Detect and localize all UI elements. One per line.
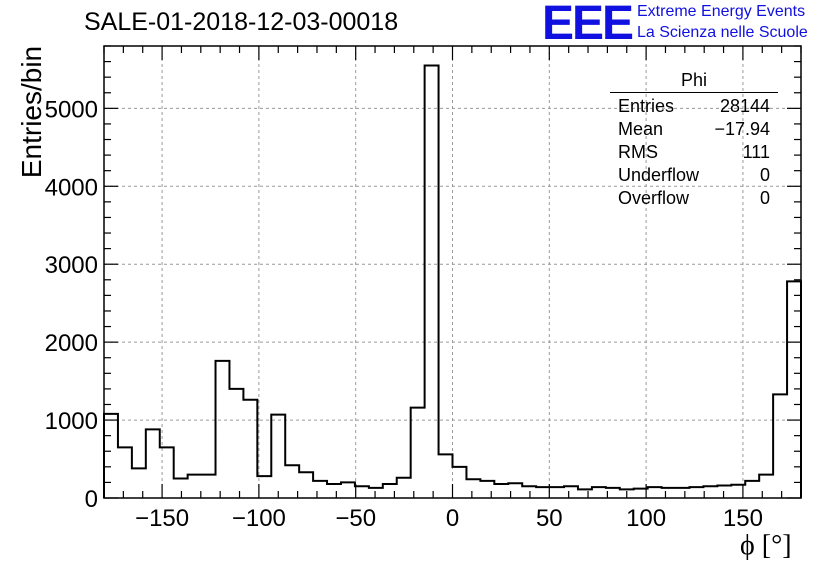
stats-value: 111 [742, 142, 770, 162]
y-tick-label: 1000 [45, 408, 98, 435]
brand-line-2: La Scienza nelle Scuole [637, 24, 808, 41]
histogram-bin [299, 472, 313, 498]
stats-label: RMS [618, 142, 658, 162]
y-tick-label: 3000 [45, 252, 98, 279]
stats-row-rms: RMS 111 [610, 141, 778, 164]
stats-value: 28144 [719, 96, 770, 116]
x-tick-label: 150 [723, 505, 763, 532]
stats-label: Entries [618, 96, 675, 116]
stats-row-overflow: Overflow 0 [610, 187, 778, 210]
stats-row-underflow: Underflow 0 [610, 164, 778, 187]
stats-value: −17.94 [714, 119, 770, 139]
histogram-bin [592, 487, 606, 498]
histogram-bin [271, 415, 285, 498]
histogram-bin [564, 486, 578, 498]
histogram-outline [103, 64, 802, 498]
histogram-bin [313, 481, 327, 498]
histogram-bin [397, 478, 411, 498]
histogram-bin [550, 487, 564, 498]
histogram-bin [676, 488, 690, 498]
histogram-bin [648, 487, 662, 498]
x-tick-label: 100 [626, 505, 666, 532]
histogram-bin [745, 481, 759, 498]
stats-box: Phi Entries 28144 Mean −17.94 RMS 111 Un… [610, 70, 778, 210]
histogram-bin [522, 486, 536, 498]
x-tick-label: −100 [232, 505, 286, 532]
stats-value: 0 [759, 188, 770, 208]
histogram-bin [341, 482, 355, 498]
y-axis-label: Entries/bin [16, 45, 47, 179]
stats-label: Mean [618, 119, 664, 139]
x-tick-label: −50 [335, 505, 376, 532]
histogram-bin [494, 484, 508, 498]
histogram-bin [662, 488, 676, 498]
histogram-bin [174, 479, 188, 498]
stats-title: Phi [610, 70, 778, 93]
stats-row-entries: Entries 28144 [610, 95, 778, 118]
histogram-bin [578, 489, 592, 498]
x-tick-label: −150 [135, 505, 189, 532]
histogram-bin [689, 487, 703, 498]
x-axis-label: ϕ [°] [740, 530, 792, 561]
histogram-bin [229, 389, 243, 498]
x-tick-label: 50 [536, 505, 563, 532]
stats-label: Overflow [618, 188, 690, 208]
y-tick-label: 4000 [45, 174, 98, 201]
x-tick-label: 0 [446, 505, 459, 532]
histogram-bin [369, 488, 383, 498]
histogram-bin [243, 400, 257, 498]
y-tick-label: 5000 [45, 96, 98, 123]
histogram-bin [188, 475, 202, 498]
histogram-bin [717, 486, 731, 498]
stats-value: 0 [759, 165, 770, 185]
histogram-bin [327, 484, 341, 498]
histogram-bin [425, 65, 439, 498]
histogram-bin [759, 475, 773, 498]
histogram-bin [355, 486, 369, 498]
y-tick-label: 2000 [45, 330, 98, 357]
histogram-bin [480, 481, 494, 498]
brand-line-1: Extreme Energy Events [637, 3, 806, 20]
histogram-bin [703, 486, 717, 498]
histogram-bin [118, 447, 132, 498]
histogram-bin [411, 408, 425, 498]
chart-title: SALE-01-2018-12-03-00018 [84, 8, 399, 36]
eee-logo: EEE [542, 0, 634, 50]
histogram-bin [132, 468, 146, 498]
histogram-bin [536, 487, 550, 498]
y-tick-label: 0 [85, 486, 98, 513]
stats-label: Underflow [618, 165, 700, 185]
stats-row-mean: Mean −17.94 [610, 118, 778, 141]
histogram-bin [202, 475, 216, 498]
histogram-bin [453, 467, 467, 498]
histogram-bin [773, 394, 787, 498]
histogram-bin [146, 429, 160, 498]
histogram-bin [466, 479, 480, 498]
histogram-bin [216, 361, 230, 498]
histogram-bin [787, 281, 801, 498]
histogram-bin [439, 454, 453, 498]
histogram-bin [104, 414, 118, 498]
